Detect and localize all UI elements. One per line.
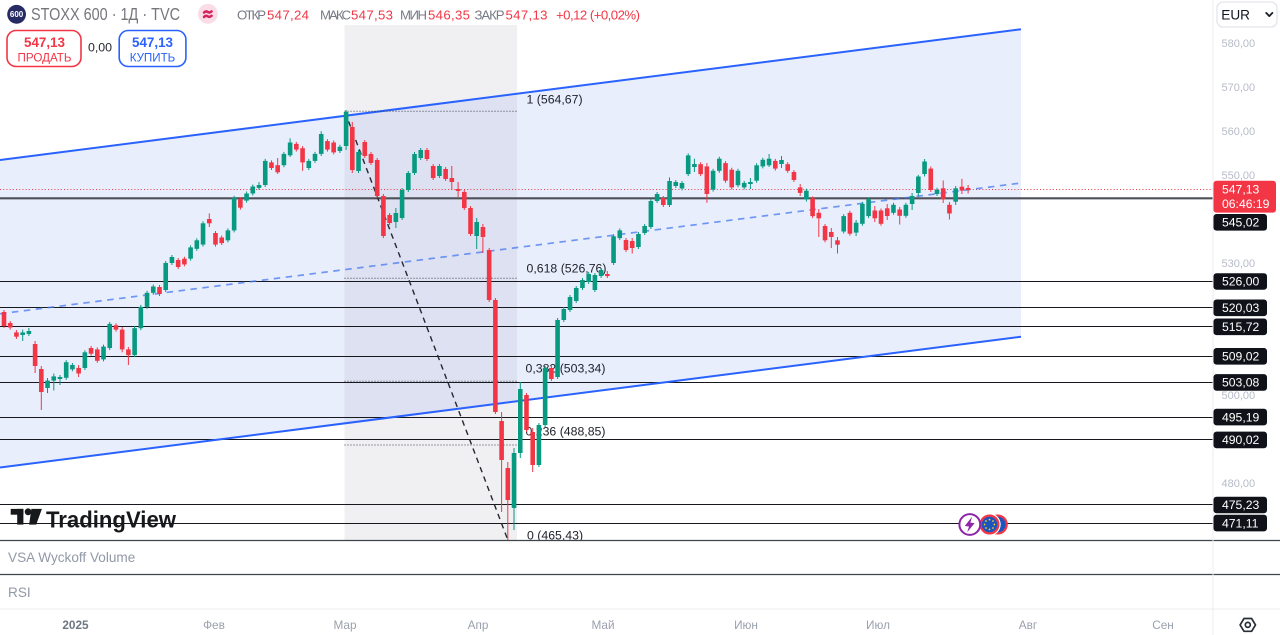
svg-text:RSI: RSI — [8, 585, 31, 600]
svg-text:547,13: 547,13 — [1222, 182, 1259, 196]
svg-text:550,00: 550,00 — [1222, 170, 1256, 182]
svg-text:570,00: 570,00 — [1222, 82, 1256, 94]
svg-text:КУПИТЬ: КУПИТЬ — [130, 51, 176, 64]
svg-text:Июл: Июл — [866, 618, 890, 632]
svg-text:0,236 (488,85): 0,236 (488,85) — [526, 425, 606, 439]
svg-text:480,00: 480,00 — [1222, 478, 1256, 490]
svg-text:520,03: 520,03 — [1222, 301, 1259, 315]
svg-text:490,02: 490,02 — [1222, 433, 1259, 447]
svg-text:475,23: 475,23 — [1222, 498, 1259, 512]
svg-text:530,00: 530,00 — [1222, 258, 1256, 270]
svg-text:560,00: 560,00 — [1222, 126, 1256, 138]
svg-text:547,13: 547,13 — [132, 35, 173, 50]
svg-text:503,08: 503,08 — [1222, 376, 1259, 390]
svg-text:0 (465,43): 0 (465,43) — [527, 529, 583, 543]
svg-text:06:46:19: 06:46:19 — [1222, 197, 1270, 211]
svg-text:EUR: EUR — [1221, 7, 1250, 22]
svg-text:580,00: 580,00 — [1222, 38, 1256, 50]
svg-text:Сен: Сен — [1152, 618, 1174, 632]
svg-text:600: 600 — [10, 10, 24, 19]
svg-text:Май: Май — [591, 618, 614, 632]
svg-text:0,00: 0,00 — [88, 40, 112, 54]
svg-text:TradingView: TradingView — [46, 507, 177, 533]
svg-text:Июн: Июн — [734, 618, 758, 632]
svg-text:2025: 2025 — [62, 618, 89, 632]
svg-text:471,11: 471,11 — [1222, 516, 1259, 530]
svg-text:STOXX 600 · 1Д · TVC: STOXX 600 · 1Д · TVC — [31, 4, 180, 24]
svg-text:495,19: 495,19 — [1222, 410, 1259, 424]
svg-text:Мар: Мар — [333, 618, 357, 632]
svg-text:545,02: 545,02 — [1222, 216, 1259, 230]
svg-text:526,00: 526,00 — [1222, 275, 1259, 289]
svg-text:Фев: Фев — [203, 618, 225, 632]
svg-text:509,02: 509,02 — [1222, 350, 1259, 364]
svg-text:0,382 (503,34): 0,382 (503,34) — [526, 362, 606, 376]
svg-text:1 (564,67): 1 (564,67) — [527, 93, 583, 107]
svg-text:547,13: 547,13 — [24, 35, 65, 50]
svg-text:Авг: Авг — [1019, 618, 1037, 632]
svg-text:0,618 (526,76): 0,618 (526,76) — [527, 262, 607, 276]
svg-text:Апр: Апр — [468, 618, 489, 632]
svg-text:VSA Wyckoff Volume: VSA Wyckoff Volume — [8, 550, 135, 565]
svg-text:500,00: 500,00 — [1222, 390, 1256, 402]
svg-text:ПРОДАТЬ: ПРОДАТЬ — [18, 51, 72, 64]
svg-text:515,72: 515,72 — [1222, 320, 1259, 334]
